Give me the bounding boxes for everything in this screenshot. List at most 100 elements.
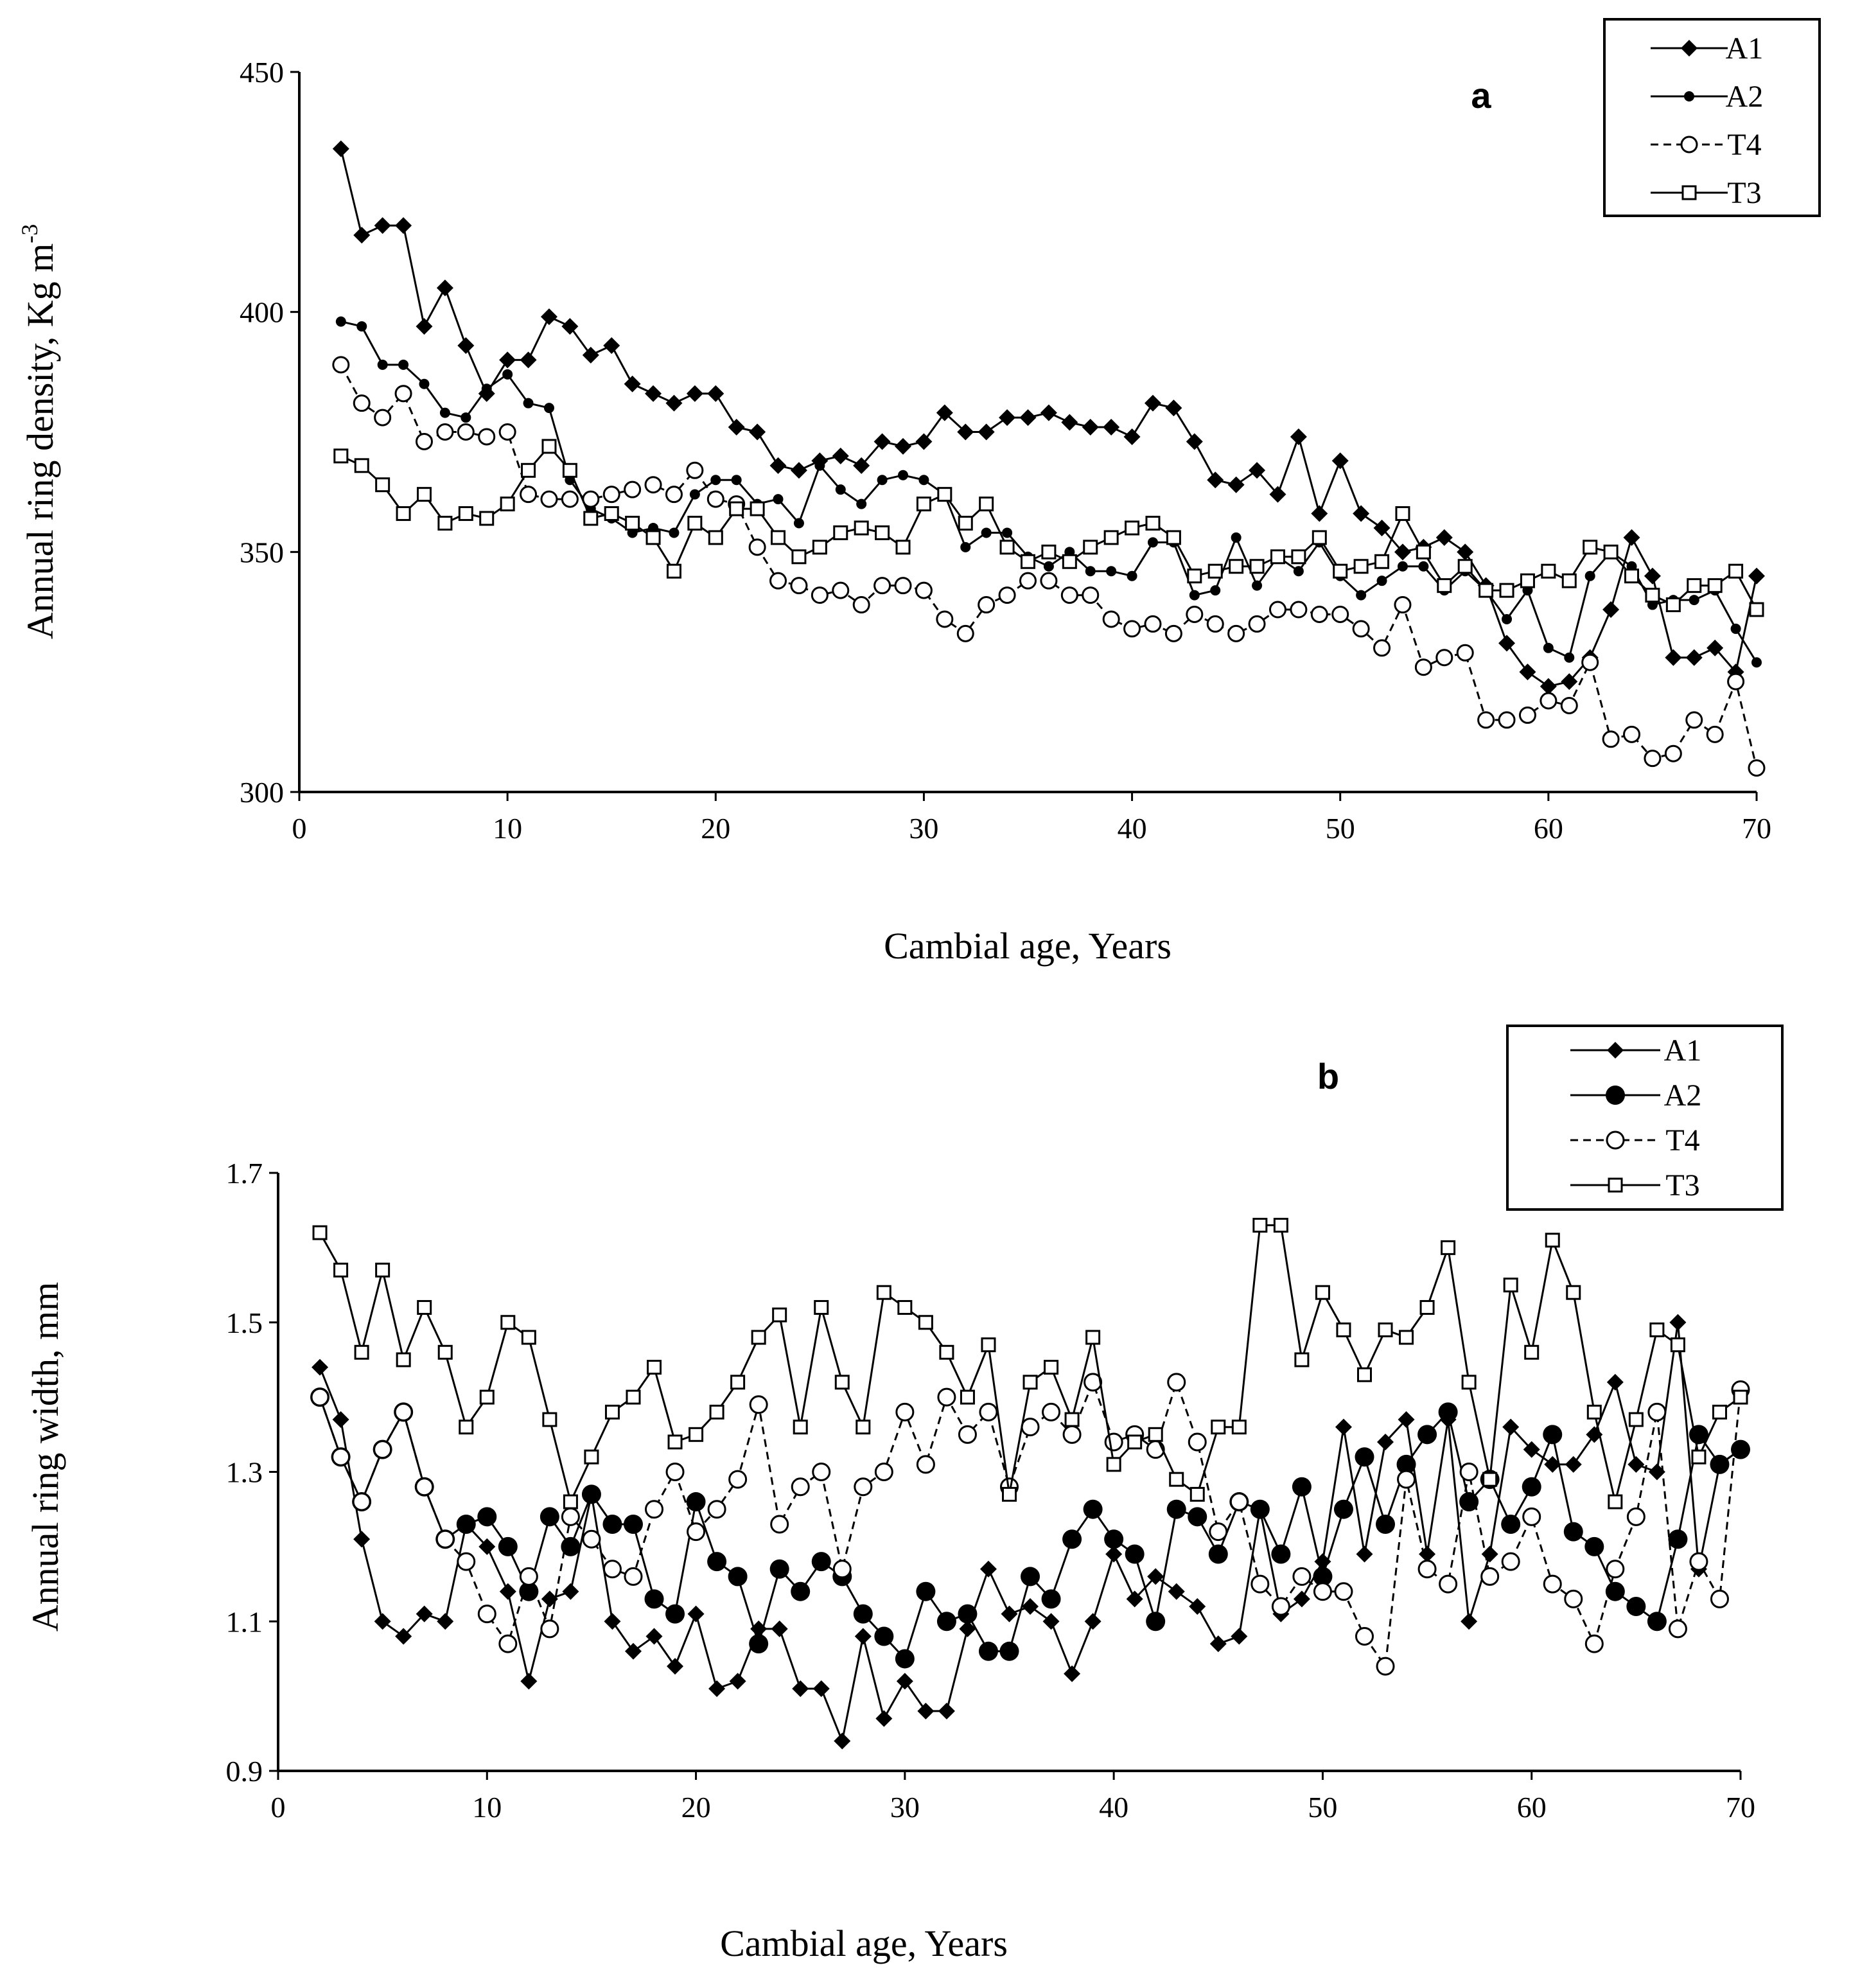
panel-b-point-a1	[1648, 1463, 1665, 1481]
panel-b-series-t3	[312, 1217, 1748, 1509]
panel-b-point-a1	[1064, 1665, 1081, 1682]
panel-b-point-t3	[1649, 1322, 1665, 1337]
panel-a-point-t4	[769, 572, 787, 590]
panel-a-x-tick-label: 30	[909, 812, 938, 845]
panel-b-point-a2	[811, 1552, 831, 1572]
panel-b-point-a2	[1563, 1522, 1583, 1542]
panel-a-point-t3	[604, 506, 619, 522]
panel-a-x-tick-label: 70	[1742, 812, 1771, 845]
panel-a-point-t3	[979, 497, 994, 512]
panel-b-point-a2	[999, 1641, 1019, 1661]
panel-b-point-t3	[1461, 1375, 1477, 1390]
panel-b-point-t3	[563, 1494, 578, 1509]
panel-b-point-a2	[1605, 1581, 1625, 1601]
panel-b-legend-item-t4: T4	[1570, 1123, 1700, 1157]
panel-b-point-t3	[1503, 1278, 1518, 1293]
panel-a-x-tick-label: 60	[1534, 812, 1563, 845]
panel-a-point-t4	[811, 586, 829, 604]
panel-b-point-t4	[687, 1522, 706, 1542]
panel-a-y-tick-label: 300	[240, 776, 284, 809]
panel-b-point-t3	[1378, 1322, 1393, 1337]
panel-b-point-t3	[1691, 1449, 1707, 1465]
panel-a-point-t4	[1186, 605, 1204, 623]
panel-b-x-tick-label: 40	[1099, 1791, 1128, 1824]
panel-b-point-a1	[979, 1560, 997, 1578]
panel-a-point-a1	[936, 404, 953, 421]
panel-b-point-a1	[1001, 1605, 1018, 1623]
panel-a-point-t3	[1229, 559, 1244, 574]
panel-a-point-t4	[894, 577, 912, 595]
panel-a-point-t4	[1060, 586, 1078, 604]
panel-a-point-t3	[1749, 602, 1764, 617]
panel-a-legend-item-t3: T3	[1651, 176, 1762, 210]
panel-a-point-a1	[1373, 519, 1391, 536]
panel-a-point-t4	[1456, 644, 1474, 662]
panel-a-point-t4	[1102, 610, 1120, 628]
panel-a-legend-marker-a2	[1684, 91, 1694, 101]
panel-b-letter: b	[1317, 1056, 1339, 1096]
panel-a-point-a1	[1249, 462, 1266, 479]
panel-a-point-a2	[481, 383, 492, 394]
panel-a-point-t3	[1145, 515, 1161, 531]
panel-b-legend-label-a2: A2	[1664, 1078, 1702, 1113]
panel-b-point-t4	[1146, 1440, 1165, 1459]
panel-a-point-a2	[1376, 576, 1387, 586]
panel-b-point-t3	[1524, 1344, 1540, 1360]
panel-b-legend-label-a1: A1	[1664, 1034, 1702, 1068]
panel-b-point-t3	[354, 1344, 369, 1360]
panel-b-point-t4	[958, 1425, 977, 1444]
panel-b-point-a1	[520, 1673, 538, 1690]
panel-b-point-a2	[853, 1604, 873, 1624]
panel-a-point-t3	[1499, 583, 1514, 598]
panel-a-point-t3	[916, 497, 931, 512]
panel-a-point-t3	[1312, 530, 1327, 545]
panel-b-point-t4	[1250, 1574, 1270, 1594]
panel-b-y-tick-label: 1.3	[226, 1456, 263, 1489]
panel-a-point-t3	[1166, 530, 1181, 545]
panel-b-point-t4	[1606, 1560, 1625, 1579]
panel-a-point-a2	[377, 359, 388, 370]
panel-a-point-a2	[1106, 566, 1117, 577]
panel-a-point-a2	[1043, 561, 1054, 572]
panel-a-point-a2	[1127, 570, 1137, 581]
panel-a-point-a2	[1751, 657, 1762, 668]
panel-a-point-a1	[999, 409, 1016, 427]
panel-b-point-t3	[1399, 1330, 1414, 1345]
panel-b-point-a1	[478, 1538, 496, 1555]
panel-a-point-a2	[1689, 595, 1699, 606]
panel-a-point-t3	[1291, 549, 1306, 565]
panel-b-point-t3	[981, 1337, 996, 1353]
panel-a-point-t4	[1602, 730, 1620, 748]
panel-b-point-a2	[958, 1604, 978, 1624]
panel-a-point-t3	[1187, 568, 1202, 584]
panel-b-point-a1	[1084, 1613, 1101, 1630]
panel-a-point-t4	[1082, 586, 1100, 604]
panel-a-point-t3	[1416, 544, 1431, 559]
panel-b-point-t3	[876, 1285, 891, 1300]
panel-b-point-a1	[374, 1613, 391, 1630]
panel-a-point-t3	[375, 477, 390, 493]
panel-a-point-t3	[458, 506, 473, 522]
panel-b-legend-item-a2: A2	[1570, 1078, 1701, 1113]
panel-a-point-a1	[1144, 394, 1161, 412]
panel-a-point-a1	[1331, 452, 1349, 470]
panel-a-point-a1	[853, 457, 870, 474]
panel-a-legend-item-t4: T4	[1651, 128, 1762, 162]
panel-b-point-t3	[709, 1404, 724, 1420]
panel-b-point-a2	[1355, 1447, 1374, 1467]
panel-b-point-t4	[394, 1402, 413, 1421]
panel-b-point-a1	[1209, 1635, 1227, 1653]
panel-b-point-t3	[1670, 1337, 1685, 1353]
panel-b-point-a2	[1083, 1499, 1103, 1519]
panel-b-point-t3	[1085, 1330, 1101, 1345]
panel-a-point-a2	[461, 412, 471, 423]
panel-b-point-t3	[1002, 1486, 1017, 1502]
panel-a-point-t4	[1727, 673, 1745, 691]
panel-a-point-t3	[1062, 554, 1077, 569]
panel-a-x-tick-label: 0	[292, 812, 307, 845]
panel-a-point-a1	[1207, 471, 1224, 489]
panel-a-point-a1	[1082, 419, 1099, 436]
panel-b-legend-label-t3: T3	[1665, 1168, 1699, 1202]
panel-a-point-t4	[332, 356, 350, 374]
panel-b-x-tick-label: 10	[472, 1791, 502, 1824]
